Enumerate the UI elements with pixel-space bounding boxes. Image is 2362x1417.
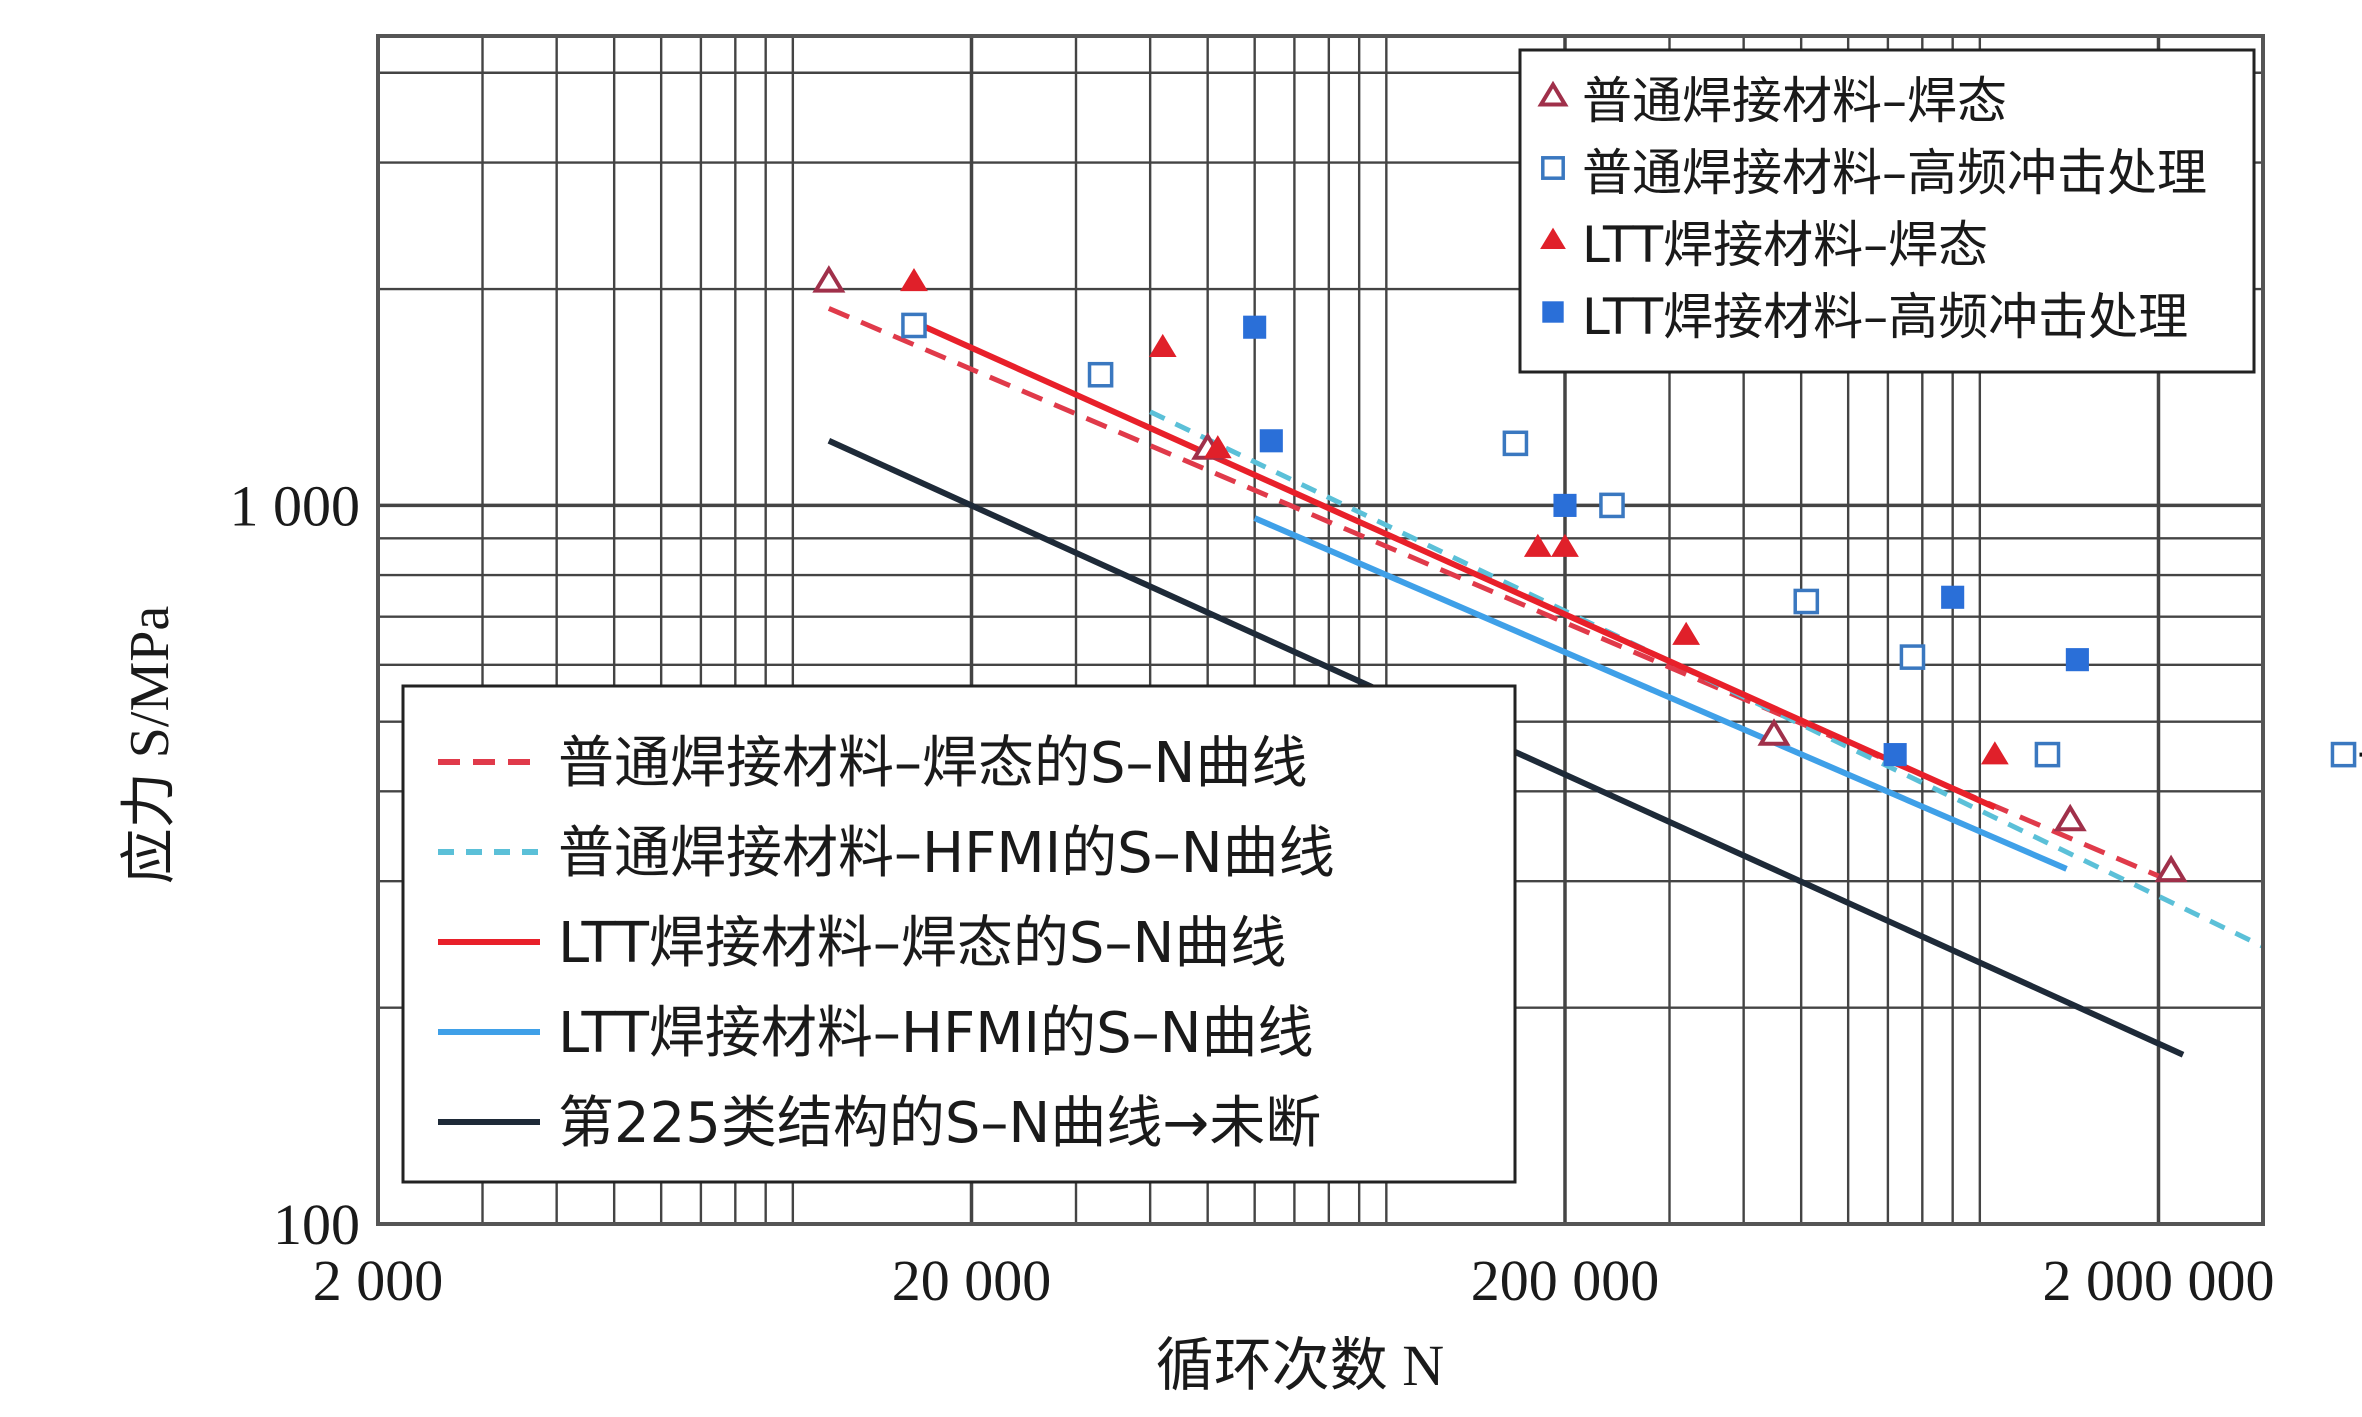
data-point bbox=[1980, 741, 2009, 765]
marker-legend-label: 普通焊接材料–焊态 bbox=[1582, 72, 2007, 130]
line-legend-label: 第225类结构的S–N曲线→未断 bbox=[558, 1091, 1321, 1156]
data-point bbox=[1203, 435, 1232, 459]
data-point bbox=[1899, 644, 1926, 670]
legend-marker bbox=[1537, 80, 1569, 107]
line-legend-label: LTT焊接材料–HFMI的S–N曲线 bbox=[558, 1001, 1314, 1066]
data-point bbox=[901, 312, 927, 339]
tick-labels: 2 000 20 000 200 000 2 000 000 1 000 100 bbox=[230, 473, 2275, 1313]
x-tick-label: 2 000 bbox=[313, 1248, 444, 1313]
data-point bbox=[1757, 718, 1791, 746]
legend-marker bbox=[1540, 227, 1566, 250]
data-point bbox=[2034, 741, 2061, 768]
data-point bbox=[1941, 585, 1965, 609]
line-legend-label: LTT焊接材料–焊态的S–N曲线 bbox=[558, 911, 1286, 976]
y-tick-label: 100 bbox=[273, 1192, 360, 1257]
data-markers bbox=[812, 265, 2362, 883]
legend-marker bbox=[1542, 301, 1564, 323]
data-point bbox=[1553, 493, 1577, 517]
data-point bbox=[2065, 648, 2089, 672]
x-tick-label: 200 000 bbox=[1471, 1248, 1660, 1313]
data-point bbox=[2154, 854, 2188, 883]
x-tick-label: 20 000 bbox=[892, 1248, 1052, 1313]
data-point bbox=[1502, 430, 1529, 457]
x-tick-label: 2 000 000 bbox=[2042, 1248, 2274, 1313]
data-point bbox=[2053, 803, 2087, 832]
x-axis-label: 循环次数 N bbox=[1156, 1333, 1444, 1398]
legend-marker bbox=[1541, 156, 1565, 180]
data-point bbox=[1672, 621, 1701, 645]
data-point bbox=[1599, 492, 1625, 519]
y-tick-label: 1 000 bbox=[230, 473, 361, 538]
sn-curve-line bbox=[1149, 409, 2263, 950]
data-point bbox=[2330, 741, 2357, 768]
line-legend-label: 普通焊接材料–HFMI的S–N曲线 bbox=[558, 821, 1335, 886]
line-legend-label: 普通焊接材料–焊态的S–N曲线 bbox=[558, 731, 1307, 796]
marker-legend-box bbox=[1518, 48, 2256, 374]
data-point bbox=[1259, 429, 1283, 453]
line-legend-box bbox=[401, 684, 1517, 1184]
marker-legend-label: LTT焊接材料–焊态 bbox=[1582, 216, 1988, 274]
y-axis-label: 应力 S/MPa bbox=[119, 606, 181, 885]
data-point bbox=[1883, 743, 1907, 767]
sn-curve-line bbox=[912, 319, 1997, 811]
data-point bbox=[900, 268, 928, 292]
data-point bbox=[812, 265, 846, 293]
plot-frame bbox=[376, 34, 2265, 1226]
data-point bbox=[1148, 333, 1177, 357]
sn-curve-line bbox=[1253, 515, 2068, 872]
data-point bbox=[1087, 361, 1114, 388]
data-point bbox=[1243, 315, 1267, 339]
marker-legend-label: LTT焊接材料–高频冲击处理 bbox=[1582, 288, 2188, 346]
data-point bbox=[1523, 533, 1552, 557]
data-point bbox=[1793, 588, 1820, 615]
data-point bbox=[1551, 533, 1579, 557]
marker-legend-label: 普通焊接材料–高频冲击处理 bbox=[1582, 144, 2207, 202]
